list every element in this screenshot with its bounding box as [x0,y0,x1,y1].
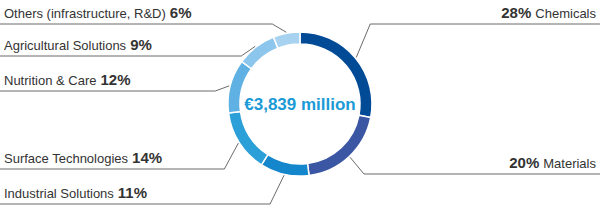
value-label: 14% [132,149,162,166]
category-label: Chemicals [535,6,596,21]
category-label: Others (infrastructure, R&D) [4,6,166,21]
leader-line [0,24,286,32]
leader-line [0,143,238,169]
slice-label: 28% Chemicals [501,4,596,21]
slice [308,115,371,175]
leader-line [0,175,284,204]
value-label: 6% [170,4,192,21]
labels: 28% Chemicals 20% Materials Industrial Solut… [0,4,600,204]
value-label: 11% [118,184,147,201]
value-label: 20% [509,154,539,171]
category-label: Materials [543,156,596,171]
slice [261,155,309,176]
category-label: Industrial Solutions [4,186,114,201]
slice-label: Agricultural Solutions9% [4,36,152,53]
slice [273,32,300,48]
category-label: Agricultural Solutions [4,38,127,53]
category-label: Surface Technologies [4,151,129,166]
value-label: 12% [100,71,130,88]
value-label: 9% [130,36,152,53]
chart: 28% Chemicals 20% Materials Industrial Solut… [0,0,600,208]
slice-label: Surface Technologies14% [4,149,162,166]
slice [229,112,268,165]
slice-label: Nutrition & Care 12% [4,71,131,88]
leader-line [356,24,600,57]
slice-label: 20% Materials [509,154,596,171]
slice-label: Industrial Solutions 11% [4,184,147,201]
slice-label: Others (infrastructure, R&D) 6% [4,4,192,21]
slice [242,37,278,69]
center-label: €3,839 million [244,95,356,114]
slices [228,32,372,176]
category-label: Nutrition & Care [4,73,96,88]
value-label: 28% [501,4,531,21]
